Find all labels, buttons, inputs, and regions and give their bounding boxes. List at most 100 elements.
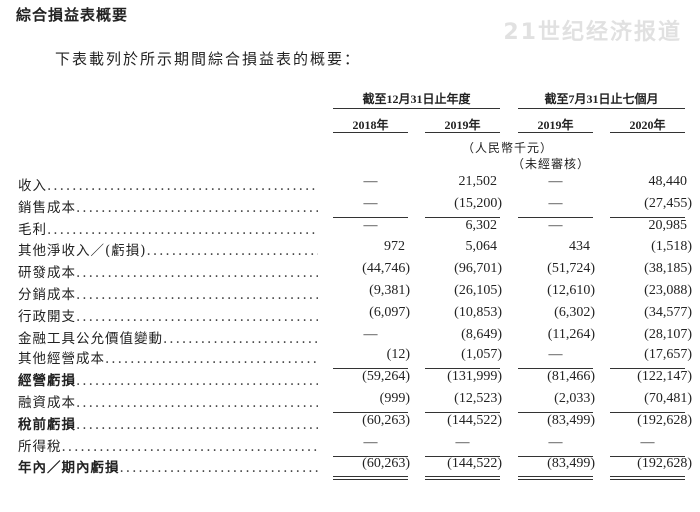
row-label-text: 毛利 xyxy=(18,222,47,238)
row-label: 稅前虧損....................................… xyxy=(18,413,318,433)
row-label: 經營虧損....................................… xyxy=(18,369,318,389)
cell-value: — xyxy=(548,174,563,189)
row-label-text: 其他淨收入／(虧損) xyxy=(18,243,147,259)
subtotal-rule xyxy=(425,217,500,218)
year-header: 2019年 xyxy=(537,118,574,132)
leader-dots: ........................................… xyxy=(76,265,318,281)
cell-value: (131,999) xyxy=(447,369,502,384)
cell-value: 5,064 xyxy=(465,239,498,254)
cell-value: (999) xyxy=(379,391,410,406)
row-label: 其他經營成本..................................… xyxy=(18,347,318,367)
row-label: 所得稅.....................................… xyxy=(18,435,318,455)
year-header: 2018年 xyxy=(352,118,389,132)
leader-dots: ........................................… xyxy=(61,439,319,455)
cell-value: (15,200) xyxy=(454,196,502,211)
cell-value: (192,628) xyxy=(637,456,692,471)
leader-dots: ........................................… xyxy=(76,287,318,303)
row-label: 行政開支....................................… xyxy=(18,305,318,325)
period-header-seven-months: 截至7月31日止七個月 xyxy=(544,92,659,106)
cell-value: (1,057) xyxy=(461,347,502,362)
table-row: 年內／期內虧損.................................… xyxy=(0,456,700,480)
table-row: 毛利......................................… xyxy=(0,218,700,240)
row-label: 金融工具公允價值變動..............................… xyxy=(18,327,318,347)
row-label-text: 收入 xyxy=(18,178,47,194)
cell-value: (8,649) xyxy=(461,327,502,342)
leader-dots: ........................................… xyxy=(76,200,318,216)
subtotal-rule xyxy=(333,368,408,369)
leader-dots: ........................................… xyxy=(119,460,319,476)
cell-value: 21,502 xyxy=(458,174,498,189)
section-title: 綜合損益表概要 xyxy=(16,6,129,24)
total-double-rule xyxy=(425,476,500,480)
row-label: 年內／期內虧損.................................… xyxy=(18,456,318,476)
leader-dots: ........................................… xyxy=(76,417,318,433)
cell-value: (70,481) xyxy=(644,391,692,406)
row-label-text: 經營虧損 xyxy=(18,373,76,389)
row-label-text: 研發成本 xyxy=(18,265,76,281)
row-label: 其他淨收入／(虧損)..............................… xyxy=(18,239,318,259)
row-label-text: 行政開支 xyxy=(18,309,76,325)
leader-dots: ........................................… xyxy=(146,243,318,259)
cell-value: (6,097) xyxy=(369,305,410,320)
row-label-text: 融資成本 xyxy=(18,395,76,411)
cell-value: (12,610) xyxy=(547,283,595,298)
period-header-annual: 截至12月31日止年度 xyxy=(362,92,471,106)
cell-value: (83,499) xyxy=(547,456,595,471)
cell-value: — xyxy=(548,435,563,450)
cell-value: (60,263) xyxy=(362,413,410,428)
cell-value: (96,701) xyxy=(454,261,502,276)
table-row: 融資成本....................................… xyxy=(0,391,700,413)
cell-value: — xyxy=(363,174,378,189)
cell-value: 48,440 xyxy=(648,174,688,189)
row-label-text: 其他經營成本 xyxy=(18,351,105,367)
year-header: 2019年 xyxy=(444,118,481,132)
row-label-text: 分銷成本 xyxy=(18,287,76,303)
leader-dots: ........................................… xyxy=(76,309,318,325)
subtotal-rule xyxy=(425,368,500,369)
subtotal-rule xyxy=(518,368,593,369)
subtotal-rule xyxy=(425,412,500,413)
table-row: 行政開支....................................… xyxy=(0,305,700,327)
year-header: 2020年 xyxy=(629,118,666,132)
cell-value: (12) xyxy=(386,347,410,362)
cell-value: — xyxy=(548,347,563,362)
cell-value: — xyxy=(548,196,563,211)
cell-value: (51,724) xyxy=(547,261,595,276)
row-label: 收入......................................… xyxy=(18,174,318,194)
leader-dots: ........................................… xyxy=(105,351,318,367)
table-row: 金融工具公允價值變動..............................… xyxy=(0,327,700,349)
table-row: 所得稅.....................................… xyxy=(0,435,700,457)
subtotal-rule xyxy=(333,217,408,218)
cell-value: — xyxy=(363,435,378,450)
cell-value: (192,628) xyxy=(637,413,692,428)
table-row: 分銷成本....................................… xyxy=(0,283,700,305)
table-row: 稅前虧損....................................… xyxy=(0,413,700,435)
cell-value: 434 xyxy=(569,239,590,254)
cell-value: — xyxy=(640,435,655,450)
table-row: 銷售成本....................................… xyxy=(0,196,700,218)
year-rule xyxy=(610,132,685,133)
cell-value: (144,522) xyxy=(447,413,502,428)
table-row: 研發成本....................................… xyxy=(0,261,700,283)
leader-dots: ........................................… xyxy=(76,373,318,389)
cell-value: (9,381) xyxy=(369,283,410,298)
table-row: 收入......................................… xyxy=(0,174,700,196)
subtotal-rule xyxy=(333,456,408,457)
cell-value: (6,302) xyxy=(554,305,595,320)
leader-dots: ........................................… xyxy=(76,395,318,411)
period-rule xyxy=(518,108,685,109)
row-label-text: 銷售成本 xyxy=(18,200,76,216)
cell-value: (26,105) xyxy=(454,283,502,298)
row-label-text: 所得稅 xyxy=(18,439,62,455)
year-rule xyxy=(518,132,593,133)
leader-dots: ........................................… xyxy=(47,178,318,194)
cell-value: (60,263) xyxy=(362,456,410,471)
cell-value: (44,746) xyxy=(362,261,410,276)
subtotal-rule xyxy=(610,412,685,413)
row-label-text: 稅前虧損 xyxy=(18,417,76,433)
cell-value: — xyxy=(363,196,378,211)
cell-value: 972 xyxy=(384,239,405,254)
subtotal-rule xyxy=(518,217,593,218)
total-double-rule xyxy=(610,476,685,480)
row-label: 研發成本....................................… xyxy=(18,261,318,281)
